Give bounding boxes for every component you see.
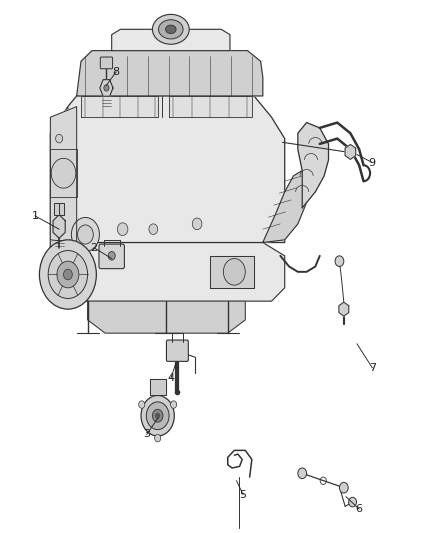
Circle shape [155,434,161,442]
Polygon shape [345,144,356,159]
Ellipse shape [152,14,189,44]
Ellipse shape [166,25,176,34]
Polygon shape [210,256,254,288]
Polygon shape [50,107,77,243]
Text: 6: 6 [356,504,363,514]
Circle shape [192,218,202,230]
Circle shape [39,240,96,309]
Circle shape [51,158,76,188]
Circle shape [48,251,88,298]
FancyBboxPatch shape [99,244,124,269]
Circle shape [56,209,63,217]
Text: 8: 8 [113,67,120,77]
Circle shape [339,482,348,493]
Polygon shape [81,96,158,117]
Polygon shape [50,96,285,256]
Circle shape [56,172,63,180]
Text: 9: 9 [369,158,376,167]
Circle shape [71,217,99,252]
Polygon shape [50,149,77,197]
Circle shape [155,413,160,418]
Polygon shape [50,107,68,256]
Circle shape [139,401,145,408]
Polygon shape [88,301,245,333]
Circle shape [117,223,128,236]
Circle shape [335,256,344,266]
Polygon shape [48,243,285,301]
Circle shape [223,259,245,285]
Ellipse shape [159,20,183,39]
Polygon shape [100,79,113,96]
Text: 7: 7 [369,363,376,373]
Circle shape [56,134,63,143]
Circle shape [170,401,177,408]
Circle shape [108,252,115,260]
Text: 2: 2 [91,243,98,253]
Polygon shape [150,379,166,395]
Circle shape [298,468,307,479]
FancyBboxPatch shape [166,340,188,361]
Circle shape [152,409,163,422]
Polygon shape [339,302,349,316]
Text: 5: 5 [240,490,247,499]
Polygon shape [263,171,311,243]
Text: 3: 3 [143,430,150,439]
Text: 1: 1 [32,211,39,221]
Circle shape [78,225,93,244]
Polygon shape [77,51,263,96]
Circle shape [57,261,79,288]
Circle shape [349,497,357,507]
Polygon shape [53,215,65,238]
Circle shape [64,269,72,280]
FancyBboxPatch shape [100,57,113,69]
Polygon shape [298,123,328,208]
Circle shape [104,85,109,91]
Circle shape [149,224,158,235]
Polygon shape [169,96,252,117]
FancyBboxPatch shape [54,203,64,215]
Circle shape [146,402,169,430]
Polygon shape [112,29,230,51]
Text: 4: 4 [167,374,174,383]
Circle shape [141,395,174,436]
